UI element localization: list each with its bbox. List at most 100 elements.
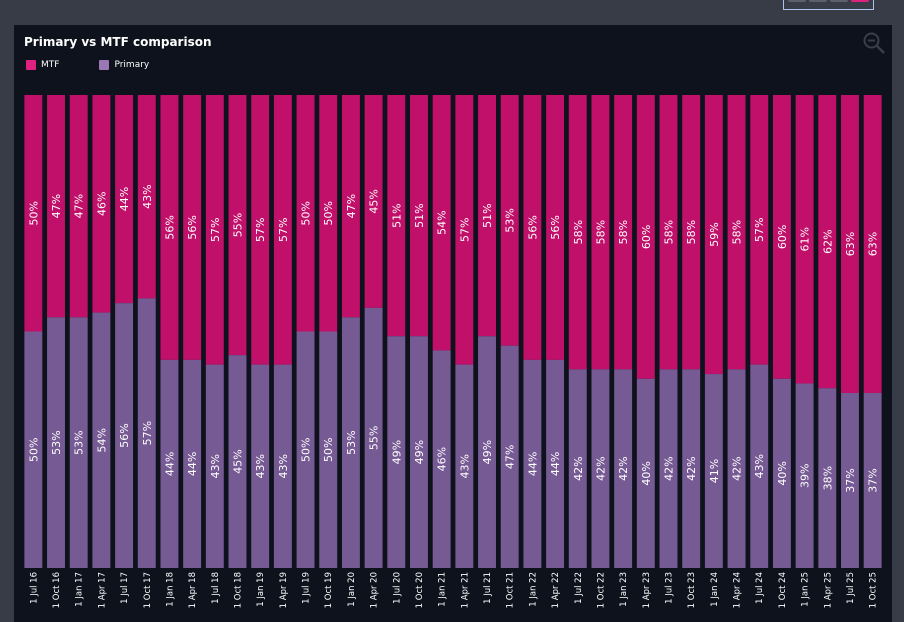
bar-mtf[interactable] — [750, 95, 769, 365]
bar-mtf[interactable] — [24, 95, 43, 332]
bar-primary[interactable] — [863, 392, 882, 568]
bar-primary[interactable] — [614, 369, 633, 568]
bar-mtf[interactable] — [160, 95, 179, 360]
bar-label-mtf: 63% — [867, 232, 880, 256]
bar-primary[interactable] — [841, 392, 859, 568]
bar-mtf[interactable] — [659, 95, 678, 370]
bar-primary[interactable] — [818, 388, 837, 568]
bar-primary[interactable] — [682, 369, 701, 568]
bar-mtf[interactable] — [228, 95, 247, 356]
bar-primary[interactable] — [478, 336, 496, 568]
bar-mtf[interactable] — [704, 95, 723, 375]
view-switcher-segment-4[interactable] — [851, 0, 869, 2]
bar-primary[interactable] — [137, 298, 156, 568]
bar-mtf[interactable] — [387, 95, 406, 337]
bar-primary[interactable] — [183, 359, 202, 568]
bar-primary[interactable] — [546, 359, 565, 568]
bar-primary[interactable] — [523, 359, 542, 568]
bar-mtf[interactable] — [115, 95, 134, 304]
bar-mtf[interactable] — [341, 95, 360, 318]
view-switcher[interactable] — [783, 0, 874, 10]
bar-primary[interactable] — [772, 378, 791, 568]
bar-primary[interactable] — [319, 331, 338, 569]
bar-label-primary: 41% — [708, 459, 721, 483]
bar-label-primary: 49% — [390, 440, 403, 464]
bar-primary[interactable] — [432, 350, 451, 568]
bar-primary[interactable] — [69, 317, 88, 568]
bar-label-mtf: 47% — [50, 194, 63, 218]
bar-mtf[interactable] — [591, 95, 610, 370]
bar-mtf[interactable] — [863, 95, 882, 393]
bar-mtf[interactable] — [364, 95, 383, 308]
bar-mtf[interactable] — [183, 95, 202, 360]
bar-mtf[interactable] — [682, 95, 701, 370]
bar-primary[interactable] — [92, 312, 111, 568]
x-tick-label: 1 Apr 25 — [823, 572, 833, 608]
view-switcher-segment-1[interactable] — [788, 0, 806, 2]
bar-primary[interactable] — [341, 317, 360, 568]
bar-mtf[interactable] — [772, 95, 791, 379]
bar-mtf[interactable] — [69, 95, 88, 318]
bar-group: 44% 56% 1 Jul 17 — [115, 95, 134, 604]
bar-mtf[interactable] — [319, 95, 338, 332]
bar-label-mtf: 43% — [141, 184, 154, 208]
bar-mtf[interactable] — [727, 95, 746, 370]
legend-item-mtf[interactable]: MTF — [26, 60, 59, 70]
bar-primary[interactable] — [455, 364, 474, 568]
bar-primary[interactable] — [795, 383, 814, 568]
bar-primary[interactable] — [591, 369, 610, 568]
bar-mtf[interactable] — [47, 95, 65, 318]
bar-primary[interactable] — [160, 359, 179, 568]
bar-primary[interactable] — [704, 374, 723, 568]
bar-mtf[interactable] — [296, 95, 315, 332]
bar-primary[interactable] — [228, 355, 247, 568]
bar-primary[interactable] — [387, 336, 406, 568]
bar-primary[interactable] — [296, 331, 315, 569]
bar-primary[interactable] — [750, 364, 769, 568]
x-tick-label: 1 Oct 17 — [143, 572, 153, 608]
bar-primary[interactable] — [364, 307, 383, 568]
zoom-out-button[interactable] — [862, 31, 886, 55]
bar-primary[interactable] — [251, 364, 270, 568]
view-switcher-segment-3[interactable] — [830, 0, 848, 2]
bar-mtf[interactable] — [614, 95, 633, 370]
bar-mtf[interactable] — [137, 95, 156, 299]
bar-mtf[interactable] — [636, 95, 655, 379]
bar-mtf[interactable] — [795, 95, 814, 384]
bar-primary[interactable] — [24, 331, 43, 569]
bar-mtf[interactable] — [455, 95, 474, 365]
bar-mtf[interactable] — [205, 95, 224, 365]
bar-group: 51% 49% 1 Jul 21 — [478, 95, 496, 604]
bar-label-primary: 53% — [50, 430, 63, 454]
x-tick-label: 1 Jul 21 — [483, 572, 493, 604]
bar-mtf[interactable] — [410, 95, 428, 337]
bar-mtf[interactable] — [523, 95, 542, 360]
bar-mtf[interactable] — [478, 95, 496, 337]
bar-mtf[interactable] — [432, 95, 451, 351]
bar-mtf[interactable] — [818, 95, 837, 389]
bar-primary[interactable] — [500, 345, 519, 568]
bar-label-primary: 43% — [458, 454, 471, 478]
bar-mtf[interactable] — [546, 95, 565, 360]
bar-label-mtf: 59% — [708, 222, 721, 246]
bar-primary[interactable] — [727, 369, 746, 568]
view-switcher-segment-2[interactable] — [809, 0, 827, 2]
bar-primary[interactable] — [568, 369, 587, 568]
bar-label-primary: 42% — [572, 456, 585, 480]
bar-label-mtf: 58% — [663, 220, 676, 244]
bar-primary[interactable] — [115, 303, 134, 568]
bar-mtf[interactable] — [92, 95, 111, 313]
bar-primary[interactable] — [410, 336, 428, 568]
bar-mtf[interactable] — [273, 95, 292, 365]
bar-primary[interactable] — [659, 369, 678, 568]
bar-primary[interactable] — [273, 364, 292, 568]
legend-item-primary[interactable]: Primary — [99, 60, 149, 70]
bar-mtf[interactable] — [568, 95, 587, 370]
bar-primary[interactable] — [47, 317, 65, 568]
bar-primary[interactable] — [205, 364, 224, 568]
bar-mtf[interactable] — [500, 95, 519, 346]
bar-mtf[interactable] — [841, 95, 859, 393]
bar-primary[interactable] — [636, 378, 655, 568]
x-tick-label: 1 Oct 22 — [596, 572, 606, 608]
bar-mtf[interactable] — [251, 95, 270, 365]
